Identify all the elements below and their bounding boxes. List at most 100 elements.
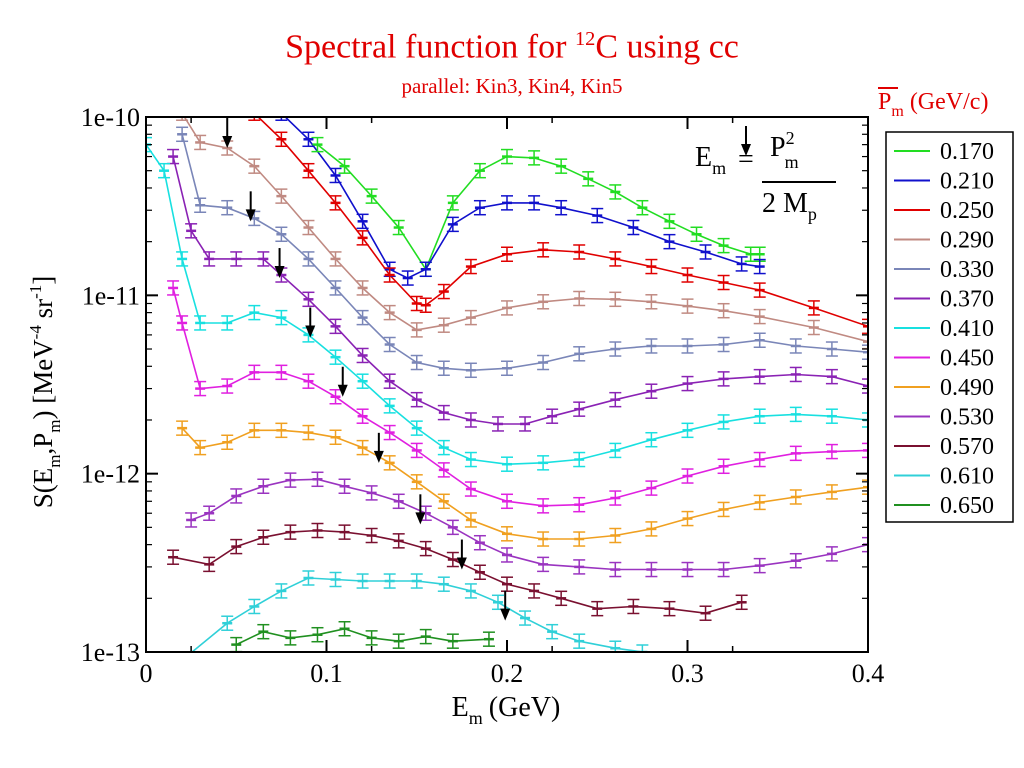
data-point-0.650 [311, 626, 324, 643]
data-point-0.250 [464, 258, 477, 275]
data-point-0.570 [699, 605, 712, 621]
data-point-0.370 [519, 416, 532, 432]
data-point-0.530 [257, 478, 270, 495]
data-point-0.170 [690, 226, 703, 243]
data-point-0.490 [717, 501, 730, 518]
data-point-0.530 [645, 561, 658, 578]
legend-label: 0.290 [940, 228, 994, 254]
data-point-0.290 [176, 117, 189, 121]
data-point-0.610 [275, 583, 288, 599]
data-point-0.610 [437, 576, 450, 592]
data-point-0.450 [437, 462, 450, 478]
data-point-0.490 [681, 510, 694, 527]
data-point-0.490 [501, 526, 513, 542]
data-point-0.370 [302, 291, 315, 308]
data-point-0.530 [230, 488, 243, 504]
legend-label: 0.650 [940, 493, 994, 519]
data-point-0.410 [410, 420, 423, 436]
data-point-0.410 [158, 162, 171, 179]
data-point-0.250 [501, 246, 513, 262]
data-point-0.530 [537, 556, 550, 573]
data-point-0.290 [383, 304, 396, 321]
data-point-0.330 [501, 360, 513, 377]
data-point-0.450 [753, 451, 766, 468]
data-point-0.410 [681, 422, 694, 439]
data-point-0.530 [573, 559, 586, 575]
legend-label: 0.370 [940, 287, 994, 313]
data-point-0.210 [356, 213, 369, 230]
x-tick-label: 0.4 [852, 659, 885, 688]
data-point-0.490 [609, 527, 622, 544]
data-point-0.210 [735, 256, 748, 272]
data-point-0.290 [807, 319, 820, 336]
data-point-0.530 [203, 505, 216, 521]
y-tick-label: 1e-11 [82, 281, 140, 310]
data-point-0.450 [221, 378, 234, 394]
arrow-marker [373, 432, 384, 463]
data-point-0.450 [410, 442, 423, 459]
legend-item-0.490: 0.490 [894, 375, 994, 401]
legend-item-0.650: 0.650 [894, 493, 994, 519]
data-point-0.490 [789, 489, 802, 505]
series-line-0.650 [235, 627, 489, 646]
data-point-0.570 [663, 600, 676, 617]
data-point-0.210 [663, 233, 676, 250]
data-point-0.410 [789, 406, 802, 423]
data-point-0.330 [464, 362, 477, 379]
data-point-0.290 [248, 158, 261, 174]
data-point-0.210 [699, 244, 712, 260]
data-point-0.210 [627, 219, 640, 236]
data-point-0.210 [419, 261, 432, 278]
data-point-0.370 [230, 251, 243, 267]
data-point-0.370 [329, 318, 342, 335]
data-point-0.410 [464, 451, 477, 468]
data-point-0.450 [501, 493, 513, 510]
data-point-0.650 [338, 621, 351, 637]
data-point-0.290 [573, 290, 586, 307]
data-point-0.450 [573, 496, 586, 513]
data-point-0.650 [446, 633, 459, 649]
data-point-0.290 [356, 280, 369, 296]
x-axis-label: Em (GeV) [452, 692, 561, 728]
y-tick-label: 1e-13 [81, 638, 140, 667]
data-point-0.570 [284, 524, 297, 540]
data-point-0.490 [248, 422, 261, 439]
legend-label: 0.330 [940, 257, 994, 283]
data-point-0.410 [501, 456, 513, 472]
data-point-0.650 [482, 631, 495, 647]
data-point-0.330 [275, 226, 288, 243]
data-point-0.370 [573, 401, 586, 417]
series-line-0.210 [284, 117, 760, 279]
data-point-0.490 [537, 531, 550, 547]
data-point-0.530 [311, 471, 324, 488]
data-point-0.450 [464, 481, 477, 497]
data-point-0.410 [825, 408, 838, 424]
data-point-0.210 [501, 195, 513, 211]
data-point-0.370 [609, 391, 622, 408]
svg-text:Em: Em [695, 142, 726, 178]
data-point-0.330 [789, 338, 802, 354]
data-point-0.490 [275, 422, 288, 439]
data-point-0.450 [275, 364, 288, 381]
data-point-0.650 [230, 636, 243, 652]
data-point-0.170 [501, 148, 513, 165]
series-line-0.450 [172, 287, 868, 507]
data-point-0.330 [383, 336, 396, 353]
data-point-0.570 [735, 594, 748, 611]
data-point-0.610 [410, 573, 423, 589]
data-point-0.370 [753, 368, 766, 385]
series-line-0.490 [181, 427, 868, 540]
arrow-marker [245, 191, 256, 222]
data-point-0.490 [645, 521, 658, 537]
data-point-0.170 [473, 162, 486, 179]
data-point-0.570 [627, 598, 640, 615]
x-tick-label: 0.2 [491, 659, 524, 688]
data-point-0.490 [410, 474, 423, 490]
data-point-0.570 [311, 522, 324, 539]
data-point-0.370 [185, 223, 198, 239]
data-point-0.290 [717, 302, 730, 319]
data-point-0.330 [753, 332, 766, 348]
data-point-0.290 [464, 309, 477, 326]
data-point-0.290 [410, 322, 423, 338]
data-point-0.610 [221, 615, 234, 631]
